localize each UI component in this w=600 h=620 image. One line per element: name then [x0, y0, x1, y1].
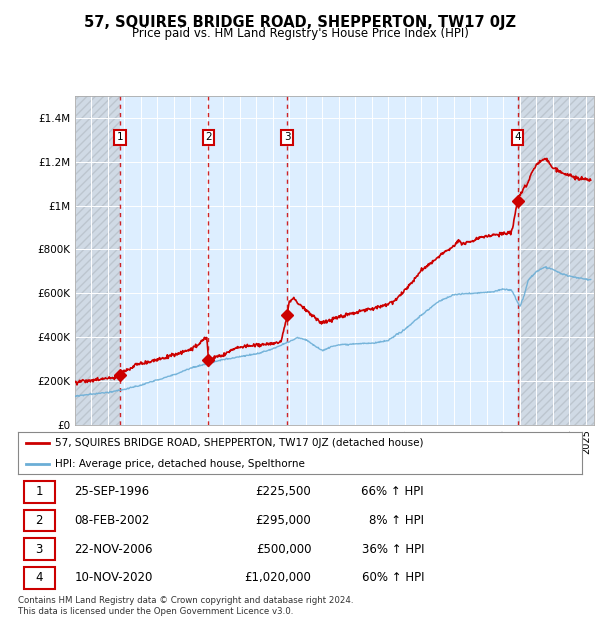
Text: Price paid vs. HM Land Registry's House Price Index (HPI): Price paid vs. HM Land Registry's House …: [131, 27, 469, 40]
Text: 60% ↑ HPI: 60% ↑ HPI: [362, 571, 424, 584]
Text: 3: 3: [284, 132, 290, 142]
Text: 8% ↑ HPI: 8% ↑ HPI: [369, 514, 424, 527]
FancyBboxPatch shape: [23, 567, 55, 588]
Text: 1: 1: [116, 132, 123, 142]
Text: 2: 2: [35, 514, 43, 527]
FancyBboxPatch shape: [23, 510, 55, 531]
Bar: [518, 96, 594, 425]
Text: 22-NOV-2006: 22-NOV-2006: [74, 542, 153, 556]
Text: 4: 4: [514, 132, 521, 142]
Text: £500,000: £500,000: [256, 542, 311, 556]
Text: Contains HM Land Registry data © Crown copyright and database right 2024.
This d: Contains HM Land Registry data © Crown c…: [18, 596, 353, 616]
Text: 36% ↑ HPI: 36% ↑ HPI: [362, 542, 424, 556]
Text: 57, SQUIRES BRIDGE ROAD, SHEPPERTON, TW17 0JZ (detached house): 57, SQUIRES BRIDGE ROAD, SHEPPERTON, TW1…: [55, 438, 423, 448]
Text: 1: 1: [35, 485, 43, 498]
Text: 10-NOV-2020: 10-NOV-2020: [74, 571, 153, 584]
FancyBboxPatch shape: [23, 481, 55, 503]
Text: 2: 2: [205, 132, 212, 142]
Text: HPI: Average price, detached house, Spelthorne: HPI: Average price, detached house, Spel…: [55, 459, 305, 469]
Text: £295,000: £295,000: [256, 514, 311, 527]
FancyBboxPatch shape: [23, 538, 55, 560]
Text: 3: 3: [35, 542, 43, 556]
Text: 25-SEP-1996: 25-SEP-1996: [74, 485, 149, 498]
Text: 57, SQUIRES BRIDGE ROAD, SHEPPERTON, TW17 0JZ: 57, SQUIRES BRIDGE ROAD, SHEPPERTON, TW1…: [84, 16, 516, 30]
Text: 4: 4: [35, 571, 43, 584]
Text: £1,020,000: £1,020,000: [244, 571, 311, 584]
Text: 66% ↑ HPI: 66% ↑ HPI: [361, 485, 424, 498]
Text: 08-FEB-2002: 08-FEB-2002: [74, 514, 150, 527]
Text: £225,500: £225,500: [256, 485, 311, 498]
Bar: [75, 96, 120, 425]
